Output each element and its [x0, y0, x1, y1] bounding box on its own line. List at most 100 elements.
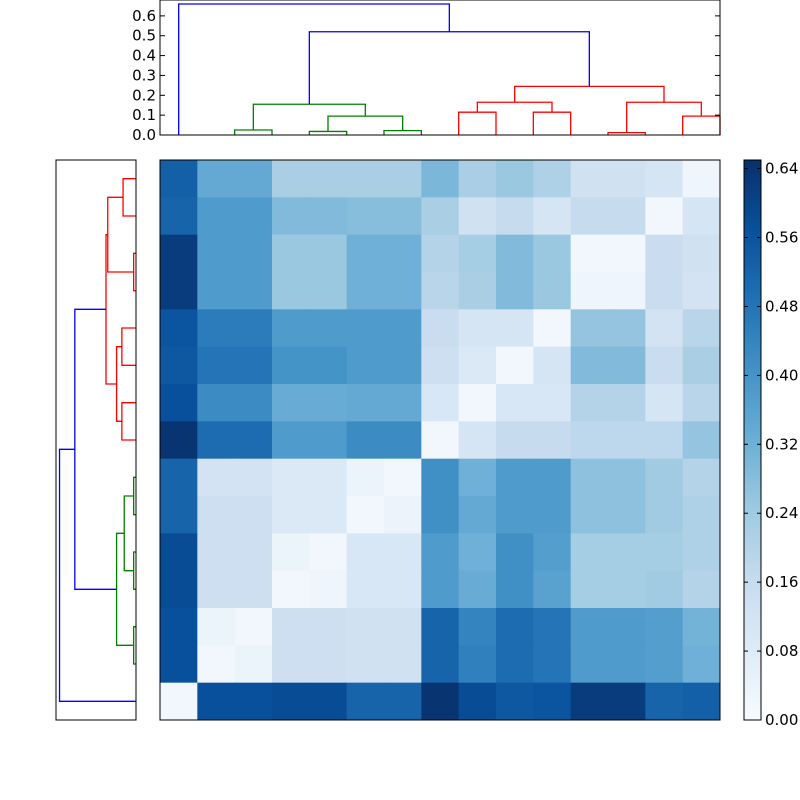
heatmap-cell: [421, 570, 460, 609]
heatmap-cell: [234, 384, 273, 422]
heatmap-cell: [272, 496, 310, 534]
heatmap-cell: [496, 608, 534, 646]
heatmap-cell: [346, 197, 385, 236]
heatmap-cell: [682, 645, 721, 684]
heatmap-cell: [384, 421, 422, 460]
heatmap-cell: [421, 608, 460, 646]
top-dendrogram-links: [178, 3, 721, 135]
heatmap-cell: [533, 608, 572, 646]
heatmap-cell: [682, 682, 721, 721]
heatmap-cell: [309, 570, 348, 609]
heatmap-cell: [421, 682, 460, 721]
dendrogram-link: [682, 115, 721, 135]
heatmap-cell: [160, 570, 198, 609]
top-dendrogram-frame: [159, 0, 721, 136]
heatmap-cell: [496, 645, 534, 684]
dendrogram-link: [327, 115, 404, 132]
heatmap-cell: [458, 234, 497, 273]
dendrogram-link: [514, 85, 665, 103]
heatmap-cell: [496, 346, 534, 385]
heatmap-cell: [496, 458, 534, 497]
heatmap-cell: [384, 197, 422, 236]
heatmap-cell: [458, 384, 497, 422]
heatmap-cell: [496, 160, 534, 198]
heatmap-cell: [608, 234, 646, 273]
heatmap-cell: [346, 234, 385, 273]
heatmap-cell: [682, 458, 721, 497]
heatmap-cell: [645, 645, 684, 684]
heatmap-cell: [197, 421, 236, 460]
heatmap-cell: [421, 234, 460, 273]
dendrogram-link: [458, 111, 497, 135]
heatmap-cell: [608, 682, 646, 721]
heatmap-cell: [458, 608, 497, 646]
heatmap-cell: [234, 234, 273, 273]
heatmap-cell: [346, 608, 385, 646]
heatmap-cell: [570, 272, 609, 310]
heatmap-cell: [421, 272, 460, 310]
heatmap-cell: [608, 421, 646, 460]
heatmap-cell: [234, 197, 273, 236]
left-dendrogram-frame: [55, 159, 137, 721]
heatmap-cell: [682, 608, 721, 646]
dendrogram-link: [532, 111, 572, 135]
heatmap-cell: [682, 384, 721, 422]
heatmap-cell: [160, 309, 198, 348]
heatmap-cell: [309, 272, 348, 310]
heatmap-cell: [645, 496, 684, 534]
heatmap-cell: [682, 533, 721, 572]
heatmap-cell: [234, 421, 273, 460]
heatmap-cell: [608, 309, 646, 348]
heatmap-cell: [496, 421, 534, 460]
heatmap-cell: [496, 309, 534, 348]
heatmap-cell: [272, 234, 310, 273]
heatmap-cell: [608, 384, 646, 422]
heatmap-cell: [645, 682, 684, 721]
dendrogram-link: [476, 101, 553, 113]
heatmap-cell: [197, 384, 236, 422]
heatmap-cell: [682, 197, 721, 236]
top-dendrogram: 0.0 0.1 0.2 0.30.4 0.5 0.6: [132, 0, 721, 144]
heatmap-cell: [421, 458, 460, 497]
heatmap-cell: [384, 682, 422, 721]
heatmap-cell: [570, 421, 609, 460]
heatmap-cell: [346, 309, 385, 348]
heatmap-cell: [197, 458, 236, 497]
heatmap-cell: [682, 496, 721, 534]
heatmap-cell: [346, 496, 385, 534]
heatmap-cell: [160, 496, 198, 534]
heatmap-cell: [197, 682, 236, 721]
dendrogram-link: [107, 196, 134, 273]
heatmap-cell: [421, 309, 460, 348]
heatmap-cell: [346, 458, 385, 497]
heatmap-cell: [533, 346, 572, 385]
heatmap-cell: [570, 496, 609, 534]
heatmap-cell: [346, 682, 385, 721]
heatmap-cell: [160, 160, 198, 198]
heatmap-cell: [346, 272, 385, 310]
heatmap-cell: [272, 458, 310, 497]
heatmap-cell: [234, 160, 273, 198]
heatmap-cell: [570, 197, 609, 236]
heatmap-cell: [197, 533, 236, 572]
heatmap-cell: [309, 682, 348, 721]
heatmap-cell: [384, 608, 422, 646]
heatmap-cell: [496, 533, 534, 572]
heatmap-cell: [682, 234, 721, 273]
heatmap-cell: [272, 421, 310, 460]
heatmap-cell: [682, 272, 721, 310]
dendrogram-link: [178, 3, 450, 135]
heatmap-cell: [384, 384, 422, 422]
heatmap-cell: [496, 272, 534, 310]
heatmap-cell: [645, 346, 684, 385]
colorbar-tick-label: 0.48: [765, 297, 798, 315]
heatmap-cell: [160, 458, 198, 497]
heatmap-cell: [309, 533, 348, 572]
heatmap-cell: [234, 496, 273, 534]
heatmap: [159, 159, 721, 721]
heatmap-cell: [608, 496, 646, 534]
left-dendrogram: [55, 159, 137, 721]
heatmap-cell: [234, 570, 273, 609]
dendrogram-link: [121, 402, 136, 441]
heatmap-cell: [421, 346, 460, 385]
